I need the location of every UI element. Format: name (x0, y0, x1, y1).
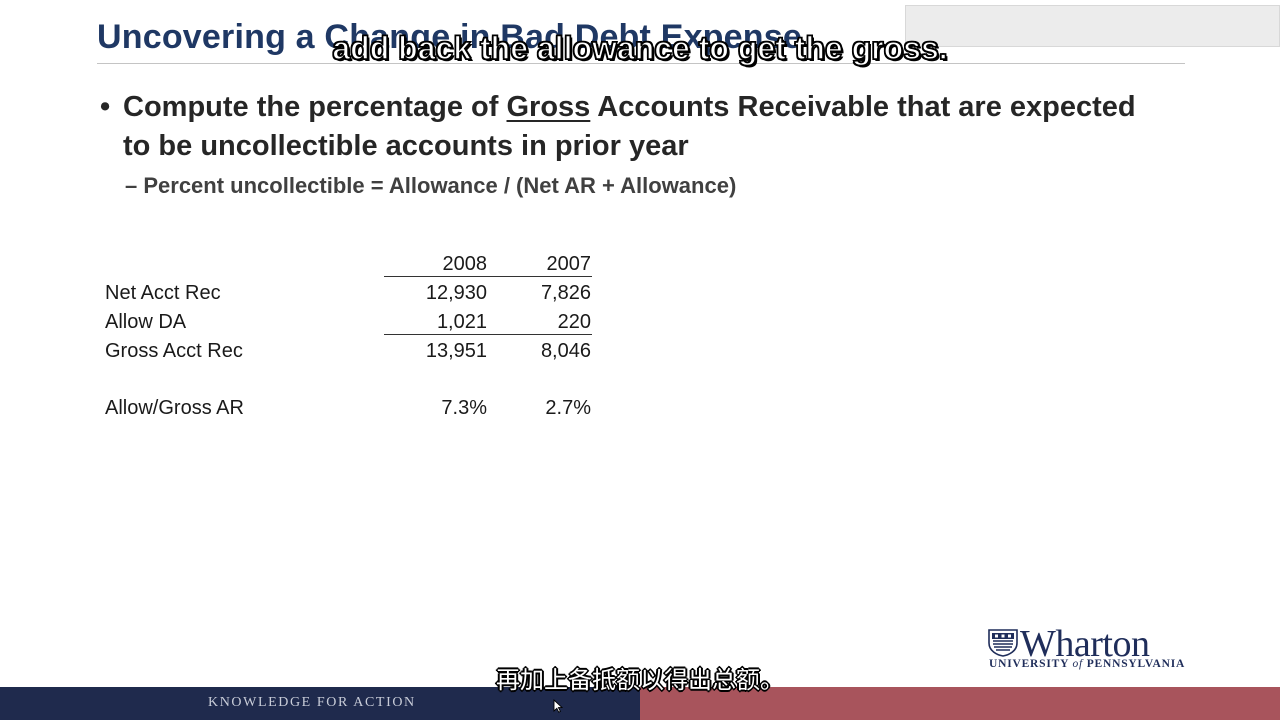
shield-crest-icon (988, 629, 1018, 657)
row-label-allow-da: Allow DA (105, 311, 187, 333)
bullet-text-after: Accounts Receivable that are expected to… (123, 91, 1136, 162)
bullet-text: Compute the percentage of Gross Accounts… (123, 88, 1160, 166)
logo-subline: UNIVERSITY of PENNSYLVANIA (989, 658, 1185, 670)
main-bullet: • Compute the percentage of Gross Accoun… (100, 88, 1160, 166)
bullet-underlined-word: Gross (506, 91, 591, 123)
bullet-text-before: Compute the percentage of (123, 91, 507, 123)
sub-bullet-formula: – Percent uncollectible = Allowance / (N… (125, 173, 737, 198)
logo-sub-of: of (1072, 658, 1084, 670)
footer-bar-right (640, 687, 1280, 720)
row-label-allow-gross-ar: Allow/Gross AR (105, 397, 244, 419)
allow-gross-ar-2008: 7.3% (441, 397, 487, 419)
footer-bar-left (0, 687, 640, 720)
allow-gross-ar-2007: 2.7% (545, 397, 591, 419)
mouse-pointer-icon (553, 699, 563, 713)
row-label-net-acct-rec: Net Acct Rec (105, 282, 221, 304)
chinese-subtitle: 再加上备抵额以得出总额。 (496, 666, 784, 694)
logo-sub-left: UNIVERSITY (989, 658, 1073, 670)
top-right-panel (905, 5, 1280, 47)
header-underline (384, 276, 592, 277)
gross-acct-rec-2007: 8,046 (540, 340, 591, 362)
net-acct-rec-2008: 12,930 (425, 282, 487, 304)
bullet-dot: • (100, 91, 111, 123)
row-label-gross-acct-rec: Gross Acct Rec (105, 340, 243, 362)
gross-acct-rec-2008: 13,951 (425, 340, 487, 362)
logo-sub-right: PENNSYLVANIA (1083, 658, 1186, 670)
footer-tagline: KNOWLEDGE FOR ACTION (208, 695, 416, 710)
english-subtitle: add back the allowance to get the gross. (332, 29, 949, 67)
allow-da-2008: 1,021 (436, 311, 487, 333)
column-header-2008: 2008 (442, 253, 488, 275)
column-header-2007: 2007 (546, 253, 592, 275)
allow-da-2007: 220 (557, 311, 591, 333)
slide-title: Uncovering a Change in Bad Debt Expense (97, 18, 802, 56)
wharton-logo: Wharton UNIVERSITY of PENNSYLVANIA (988, 623, 1193, 673)
title-divider (97, 63, 1185, 64)
logo-wordmark: Wharton (1020, 623, 1150, 665)
sum-underline (384, 334, 592, 335)
net-acct-rec-2007: 7,826 (540, 282, 591, 304)
